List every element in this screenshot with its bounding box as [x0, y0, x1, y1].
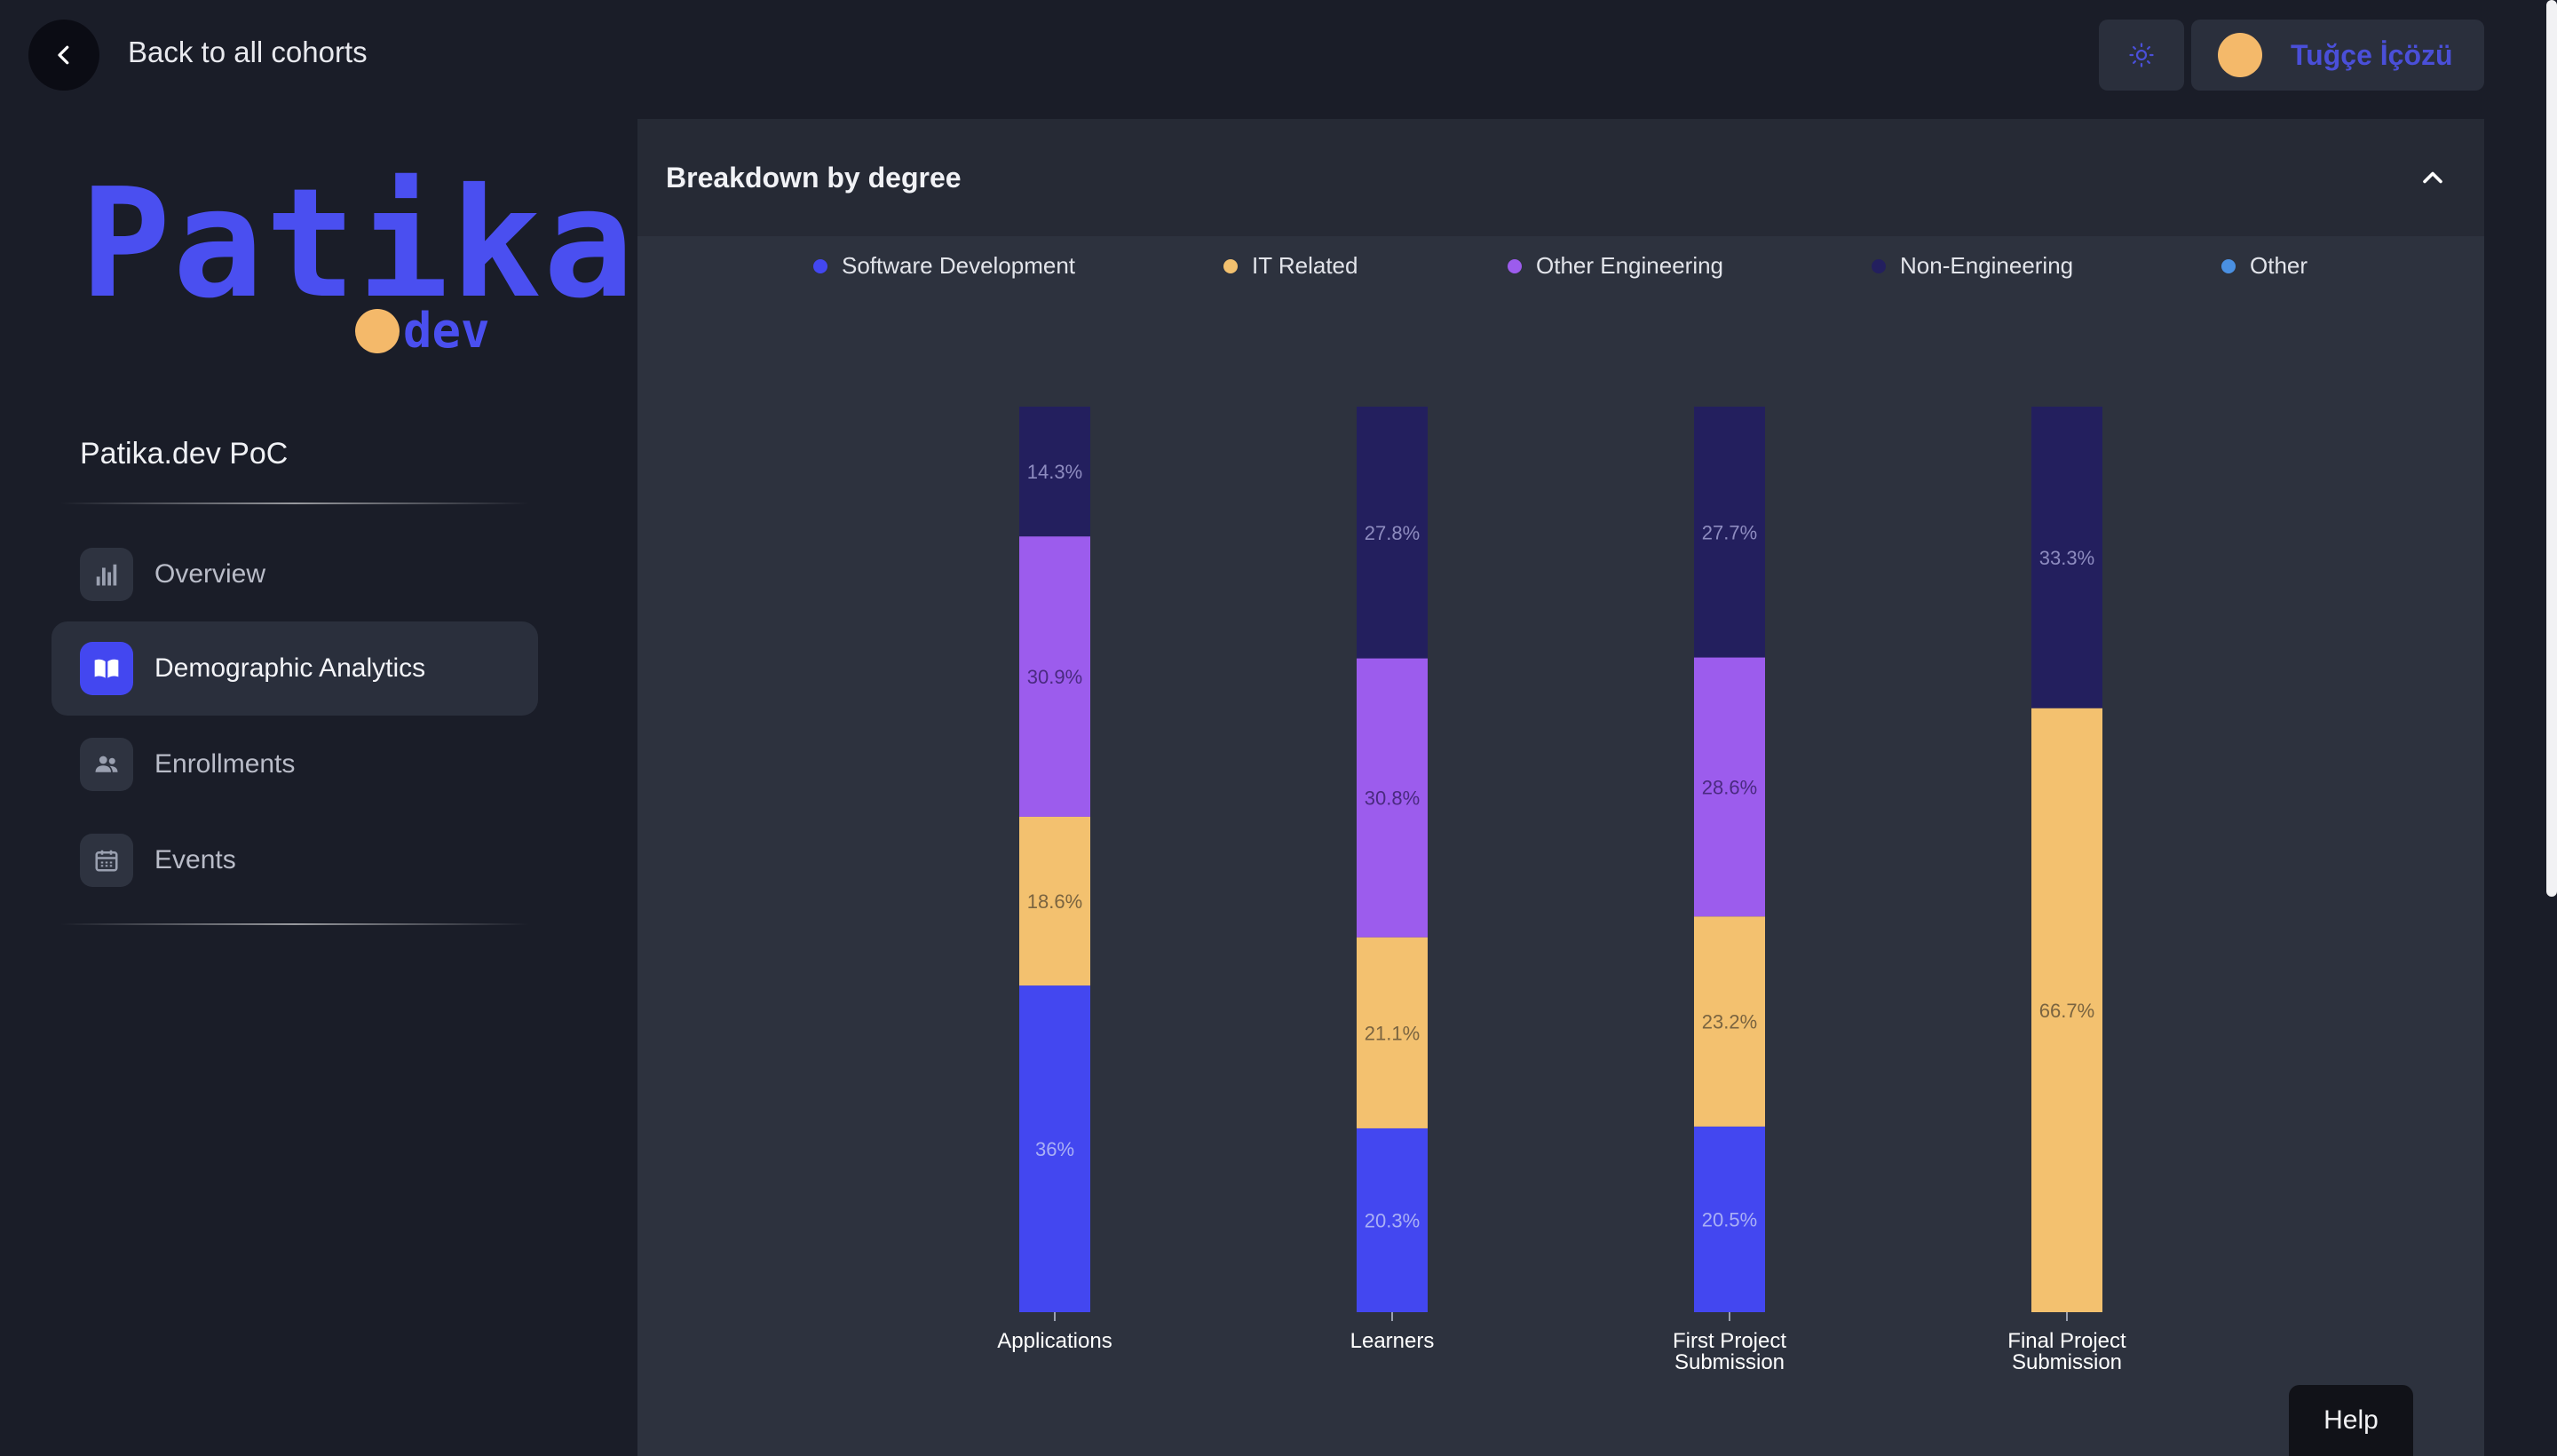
scrollbar[interactable] [2546, 0, 2557, 897]
legend-dot [813, 258, 827, 273]
legend-label: IT Related [1252, 252, 1358, 279]
legend-label: Other [2250, 252, 2308, 279]
bar-segment[interactable] [1019, 407, 1090, 537]
bar-data-label: 14.3% [1027, 461, 1082, 483]
legend-dot [1508, 258, 1522, 273]
x-axis-tick-label: Learners [1350, 1329, 1435, 1353]
patika-logo: Patika dev [80, 156, 637, 364]
legend-dot [1223, 258, 1238, 273]
x-axis-tick-label: Submission [2012, 1350, 2122, 1374]
help-button[interactable]: Help [2289, 1385, 2413, 1456]
legend-item[interactable]: Other [2221, 252, 2308, 280]
bar-data-label: 20.5% [1702, 1208, 1757, 1230]
theme-toggle-button[interactable] [2099, 20, 2184, 91]
bar-chart-icon [80, 548, 133, 601]
sidebar-item-label: Enrollments [154, 749, 296, 779]
legend-item[interactable]: Software Development [813, 252, 1075, 280]
bar-data-label: 28.6% [1702, 776, 1757, 798]
bar-segment[interactable] [1694, 407, 1765, 658]
panel-header: Breakdown by degree [637, 119, 2484, 236]
bar-segment[interactable] [1694, 657, 1765, 917]
back-button[interactable] [28, 20, 99, 91]
bar-data-label: 27.8% [1365, 522, 1420, 544]
logo-dot [355, 309, 400, 353]
bar-segment[interactable] [1694, 916, 1765, 1127]
x-axis-tick-label: Applications [997, 1329, 1112, 1353]
bar-segment[interactable] [1357, 407, 1428, 659]
x-axis-tick-label: Submission [1674, 1350, 1785, 1374]
x-axis-tick-label: First Project [1673, 1329, 1786, 1353]
workspace-title: Patika.dev PoC [80, 437, 289, 471]
bar-data-label: 27.7% [1702, 521, 1757, 543]
chevron-left-icon [58, 45, 69, 65]
bar-segment[interactable] [1694, 1126, 1765, 1312]
calendar-icon [80, 834, 133, 887]
bar-segment[interactable] [1019, 985, 1090, 1312]
sidebar-item-label: Demographic Analytics [154, 653, 426, 683]
avatar [2218, 33, 2262, 77]
bar-data-label: 36% [1035, 1138, 1074, 1160]
user-menu-button[interactable]: Tuğçe İçözü [2191, 20, 2484, 91]
book-open-icon [80, 642, 133, 695]
bar-segment[interactable] [1019, 816, 1090, 986]
bar-data-label: 23.2% [1702, 1011, 1757, 1033]
bar-data-label: 20.3% [1365, 1209, 1420, 1231]
users-icon [80, 738, 133, 791]
bar-segment[interactable] [1357, 658, 1428, 938]
sidebar-item-label: Overview [154, 559, 266, 589]
bar-segment[interactable] [1357, 1128, 1428, 1312]
sidebar-item-overview[interactable]: Overview [51, 527, 538, 621]
legend-item[interactable]: Other Engineering [1508, 252, 1723, 280]
stacked-bar-chart: 36% 18.6% 30.9% 14.3% Applications 20.3% 21.1%… [997, 407, 2126, 1374]
legend-label: Other Engineering [1536, 252, 1724, 279]
sidebar-item-events[interactable]: Events [51, 813, 538, 907]
back-to-cohorts-link[interactable]: Back to all cohorts [128, 36, 368, 68]
sun-icon [2129, 43, 2154, 67]
sidebar-item-demographic-analytics[interactable]: Demographic Analytics [51, 621, 538, 716]
sidebar-divider [60, 923, 529, 925]
bar-segment[interactable] [2031, 407, 2102, 708]
bar-segment[interactable] [1019, 536, 1090, 817]
bar-data-label: 30.8% [1365, 787, 1420, 810]
bar-data-label: 18.6% [1027, 890, 1082, 913]
sidebar-item-enrollments[interactable]: Enrollments [51, 717, 538, 811]
legend-label: Software Development [842, 252, 1076, 279]
bar-data-label: 30.9% [1027, 666, 1082, 688]
user-name: Tuğçe İçözü [2291, 38, 2453, 71]
bar-data-label: 33.3% [2039, 547, 2094, 569]
bar-data-label: 21.1% [1365, 1022, 1420, 1044]
chevron-up-icon[interactable] [2417, 162, 2449, 194]
panel-title: Breakdown by degree [666, 161, 962, 194]
legend-item[interactable]: Non-Engineering [1872, 252, 2073, 280]
bar-segment[interactable] [2031, 708, 2102, 1312]
legend-label: Non-Engineering [1900, 252, 2074, 279]
legend-dot [2221, 258, 2236, 273]
x-axis-tick-label: Final Project [2007, 1329, 2126, 1353]
logo-sub: dev [403, 303, 490, 359]
legend-item[interactable]: IT Related [1223, 252, 1358, 280]
legend-dot [1872, 258, 1886, 273]
sidebar-divider [60, 502, 529, 504]
logo-word: Patika [80, 156, 637, 332]
bar-segment[interactable] [1357, 937, 1428, 1128]
degree-breakdown-panel: Breakdown by degree Software Development… [637, 119, 2484, 1456]
sidebar-item-label: Events [154, 845, 236, 874]
bar-data-label: 66.7% [2039, 1000, 2094, 1022]
